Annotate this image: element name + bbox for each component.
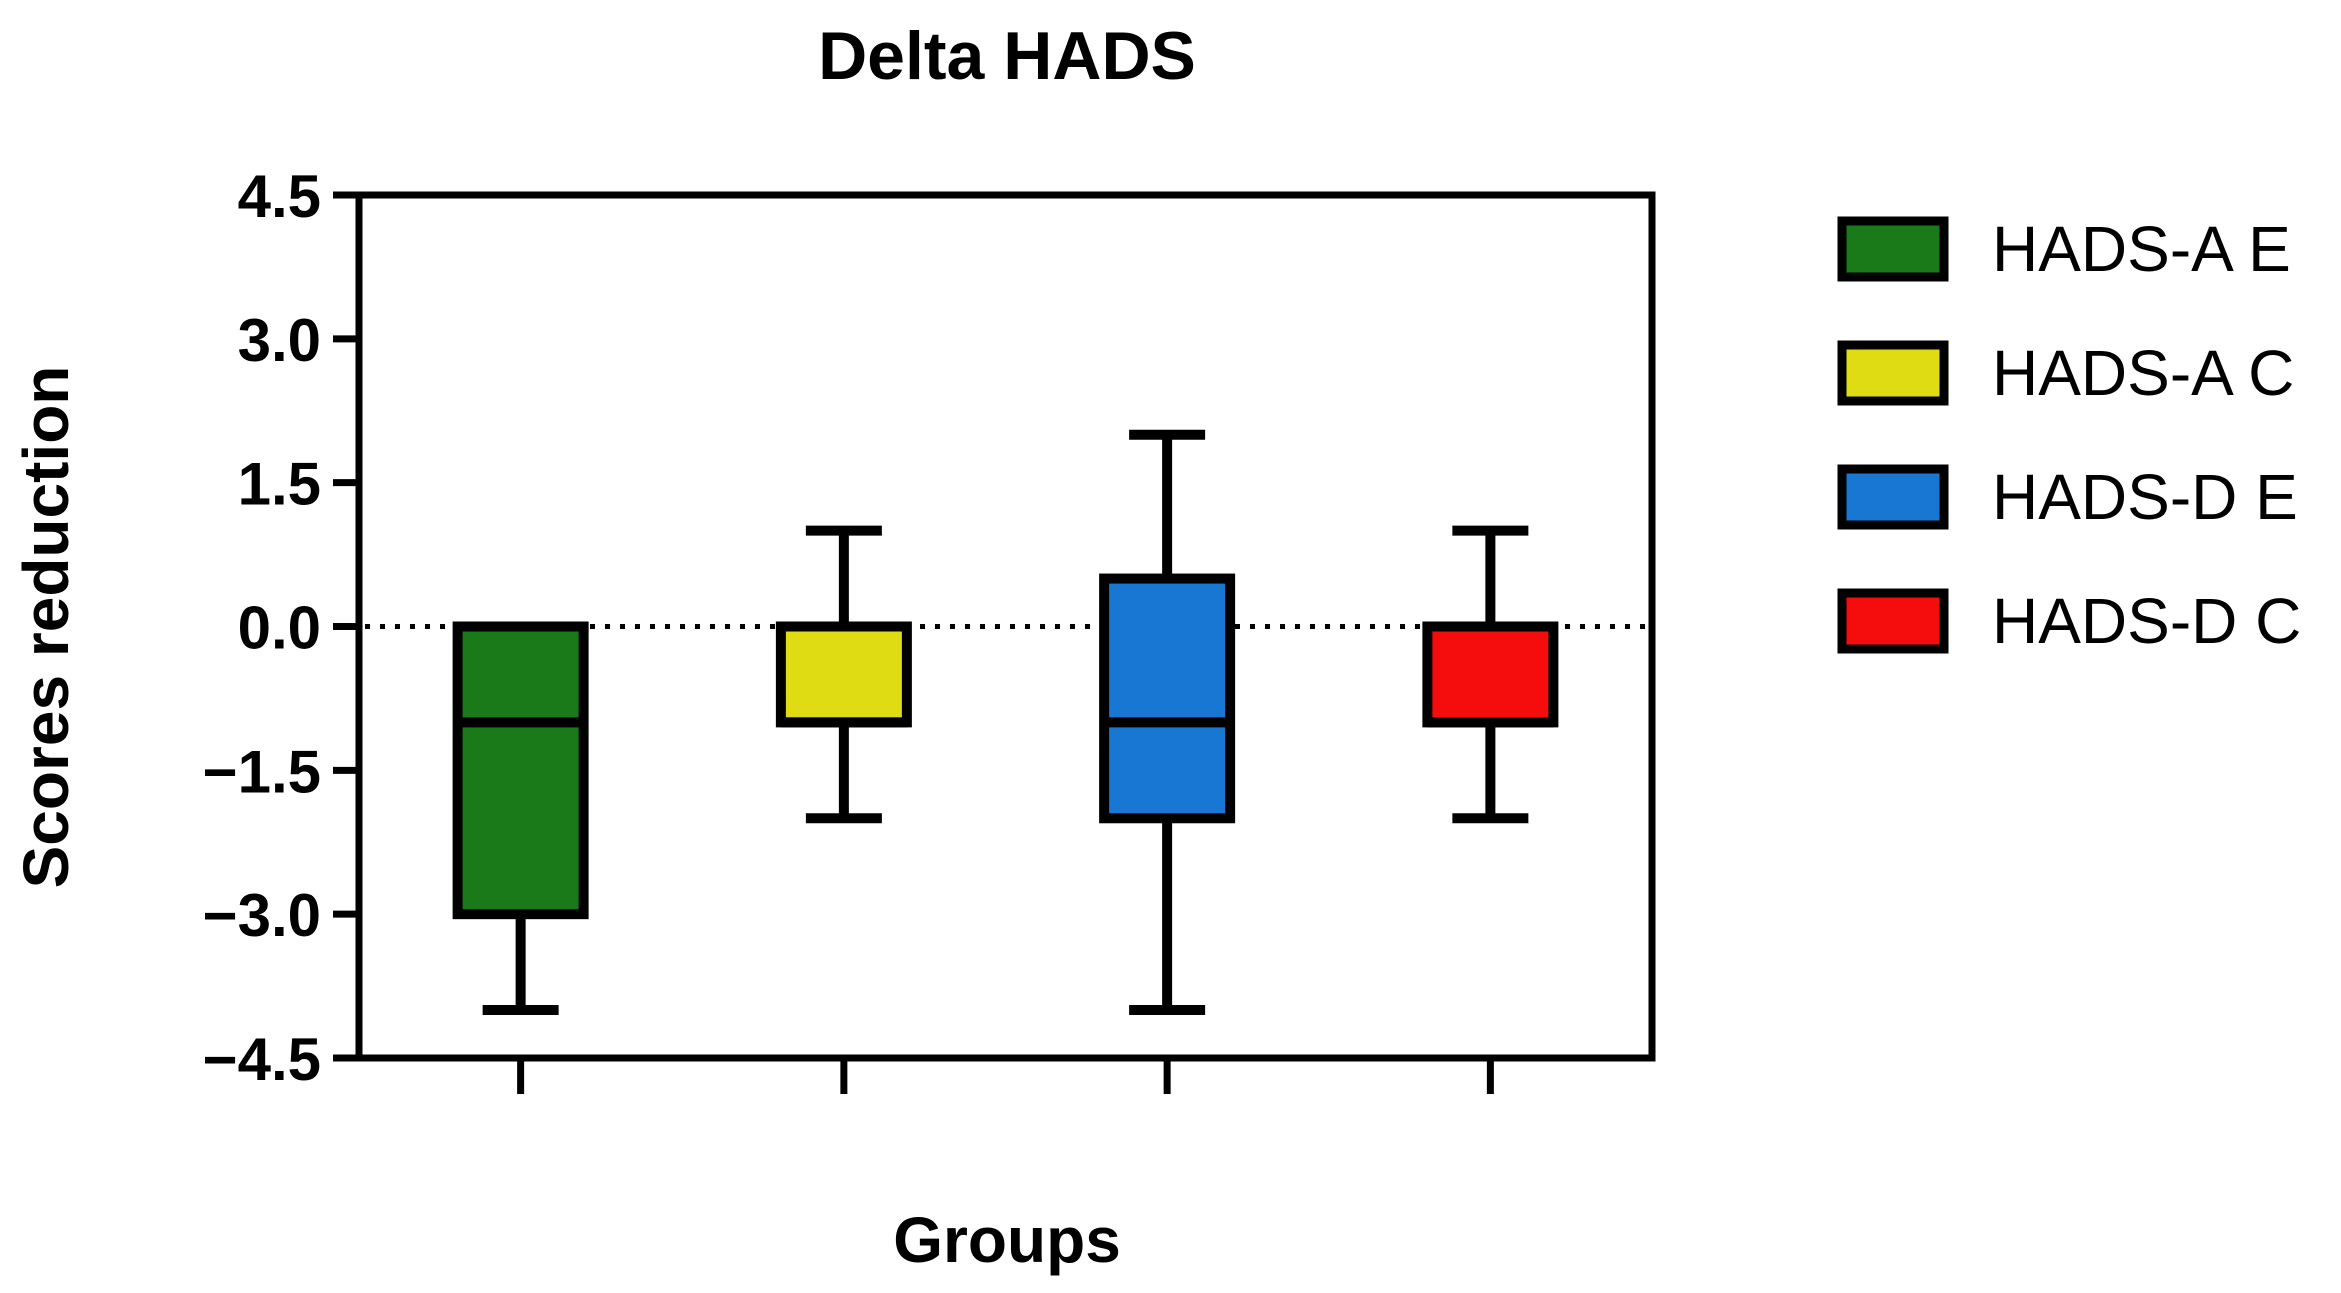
y-tick-label: −3.0 <box>203 882 321 949</box>
y-tick-label: −1.5 <box>203 738 321 805</box>
legend-item: HADS-A E <box>1837 213 2291 285</box>
x-axis-ticks <box>517 1058 1494 1094</box>
y-tick-label: 1.5 <box>238 451 321 518</box>
legend-swatch <box>1837 340 1949 406</box>
legend-label: HADS-D C <box>1992 585 2301 657</box>
legend-item: HADS-A C <box>1837 337 2294 409</box>
y-axis-ticks: 4.5 3.0 1.5 0.0 −1.5 −3.0 −4.5 <box>203 163 359 1093</box>
box-3 <box>1099 429 1236 1016</box>
y-tick-label: 0.0 <box>238 595 321 662</box>
box-iqr <box>775 621 912 728</box>
legend-swatch <box>1837 464 1949 530</box>
legend-swatch <box>1837 216 1949 282</box>
y-tick-label: 3.0 <box>238 307 321 374</box>
legend-item: HADS-D C <box>1837 585 2301 657</box>
y-tick-label: 4.5 <box>238 163 321 230</box>
legend-label: HADS-A C <box>1992 337 2294 409</box>
legend-label: HADS-D E <box>1992 461 2298 533</box>
boxes-group <box>452 429 1559 1016</box>
plot-area-frame <box>355 191 1656 1062</box>
y-tick-label: −4.5 <box>203 1026 321 1093</box>
box-iqr <box>1099 573 1236 824</box>
x-axis-label: Groups <box>893 1204 1121 1276</box>
box-iqr <box>452 621 589 920</box>
y-axis-label: Scores reduction <box>10 366 82 889</box>
legend-swatch <box>1837 588 1949 654</box>
legend: HADS-A E HADS-A C HADS-D E HADS-D C <box>1837 213 2301 657</box>
legend-label: HADS-A E <box>1992 213 2291 285</box>
box-1 <box>452 621 589 1016</box>
box-iqr <box>1422 621 1559 728</box>
box-4 <box>1422 525 1559 824</box>
box-2 <box>775 525 912 824</box>
legend-item: HADS-D E <box>1837 461 2298 533</box>
chart-title: Delta HADS <box>818 18 1196 94</box>
